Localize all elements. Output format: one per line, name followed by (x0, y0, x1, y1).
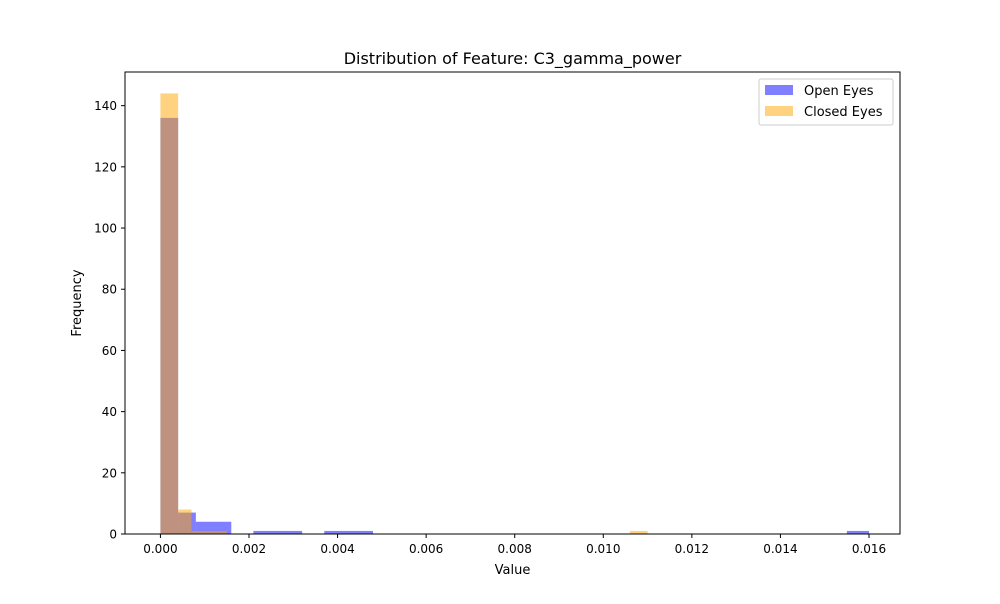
y-axis-label: Frequency (70, 269, 85, 336)
y-tick-label: 20 (102, 466, 117, 480)
x-tick-label: 0.002 (232, 542, 266, 556)
x-tick-label: 0.014 (763, 542, 797, 556)
chart-title: Distribution of Feature: C3_gamma_power (344, 49, 682, 69)
bar-open-eyes-5 (846, 530, 869, 534)
bar-closed-eyes-3 (629, 530, 648, 534)
x-tick-label: 0.000 (143, 542, 177, 556)
y-tick-label: 140 (94, 99, 117, 113)
bars-layer (160, 93, 869, 534)
bar-closed-eyes-2 (191, 530, 227, 534)
legend-swatch-closed-eyes (765, 106, 793, 116)
plot-frame (124, 71, 901, 535)
x-tick-label: 0.016 (852, 542, 886, 556)
y-tick-label: 80 (102, 283, 117, 297)
y-tick-label: 120 (94, 160, 117, 174)
x-tick-label: 0.012 (675, 542, 709, 556)
x-axis-label: Value (495, 563, 531, 578)
axes-layer: 0.000 0.002 0.004 0.006 0.008 0.010 0.012 0.014… (94, 71, 901, 556)
legend-label-closed-eyes: Closed Eyes (804, 105, 883, 120)
bar-open-eyes-4 (324, 530, 373, 534)
bar-closed-eyes-1 (178, 509, 192, 534)
x-tick-label: 0.006 (409, 542, 443, 556)
bar-closed-eyes-0 (160, 93, 179, 534)
legend: Open Eyes Closed Eyes (758, 78, 894, 126)
x-tick-label: 0.010 (586, 542, 620, 556)
x-tick-label: 0.004 (320, 542, 354, 556)
y-tick-label: 40 (102, 405, 117, 419)
y-tick-label: 100 (94, 222, 117, 236)
x-tick-label: 0.008 (498, 542, 532, 556)
legend-label-open-eyes: Open Eyes (804, 84, 874, 99)
bar-open-eyes-3 (253, 530, 303, 534)
y-tick-label: 60 (102, 344, 117, 358)
y-tick-label: 0 (109, 528, 117, 542)
legend-swatch-open-eyes (765, 85, 793, 95)
